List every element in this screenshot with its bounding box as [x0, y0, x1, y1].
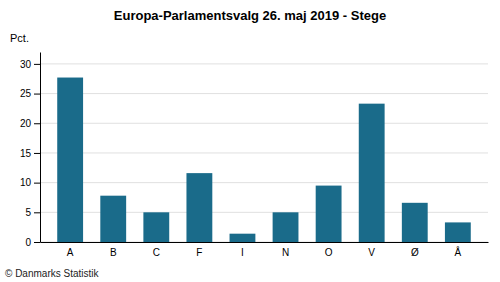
y-tick: 5: [25, 207, 40, 218]
tick-mark: [34, 212, 40, 213]
x-tick: Ø: [411, 242, 419, 258]
x-tick: Å: [455, 242, 462, 258]
x-tick: F: [196, 242, 202, 258]
bar: [359, 104, 385, 242]
bar: [316, 186, 342, 242]
tick-label: Ø: [411, 247, 419, 258]
y-tick: 15: [20, 148, 40, 159]
tick-label: 25: [20, 88, 32, 99]
x-tick: I: [241, 242, 244, 258]
tick-label: 0: [25, 237, 31, 248]
chart-container: 0 5 10 15 20 25 30 A B C F I N O V Ø Å Europa-Parlamentsv…: [0, 0, 500, 282]
tick-label: I: [241, 247, 244, 258]
y-axis: 0 5 10 15 20 25 30: [20, 53, 41, 248]
tick-mark: [34, 183, 40, 184]
y-tick: 10: [20, 177, 40, 188]
y-tick: 30: [20, 59, 40, 70]
chart: 0 5 10 15 20 25 30 A B C F I N O V Ø Å Europa-Parlamentsv…: [0, 0, 500, 282]
grid-line: [40, 182, 488, 183]
x-tick: V: [368, 242, 375, 258]
y-tick: 0: [25, 237, 40, 248]
tick-label: O: [325, 247, 333, 258]
tick-label: 20: [20, 118, 32, 129]
axis-line: [41, 242, 489, 243]
tick-label: C: [153, 247, 160, 258]
tick-label: 15: [20, 148, 32, 159]
y-label: Pct.: [10, 32, 29, 44]
bars: [57, 78, 471, 242]
axis-line: [40, 53, 41, 243]
x-tick: B: [110, 242, 117, 258]
tick-label: F: [196, 247, 202, 258]
x-tick: C: [153, 242, 160, 258]
grid-line: [40, 152, 488, 153]
tick-label: Å: [455, 246, 462, 258]
y-tick: 25: [20, 88, 40, 99]
tick-mark: [34, 64, 40, 65]
grid-line: [40, 123, 488, 124]
bar: [273, 212, 299, 242]
tick-mark: [34, 242, 40, 243]
bar: [57, 78, 83, 242]
bar: [143, 212, 169, 242]
tick-label: 30: [20, 59, 32, 70]
bar: [186, 173, 212, 242]
bar: [100, 196, 126, 242]
grid-line: [40, 93, 488, 94]
tick-label: N: [282, 247, 289, 258]
tick-mark: [34, 94, 40, 95]
bar: [230, 234, 256, 242]
x-tick: N: [282, 242, 289, 258]
x-axis: ABCFINOVØÅ: [41, 242, 489, 258]
title: Europa-Parlamentsvalg 26. maj 2019 - Ste…: [114, 8, 386, 23]
tick-label: 10: [20, 177, 32, 188]
tick-label: V: [368, 247, 375, 258]
bar: [445, 222, 471, 242]
footer: © Danmarks Statistik: [5, 268, 100, 279]
tick-label: 5: [25, 207, 31, 218]
grid: [40, 64, 488, 242]
tick-mark: [34, 123, 40, 124]
x-tick: O: [325, 242, 333, 258]
tick-label: B: [110, 247, 117, 258]
bar: [402, 203, 428, 242]
tick-label: A: [67, 247, 74, 258]
tick-mark: [34, 153, 40, 154]
grid-line: [40, 63, 488, 64]
y-tick: 20: [20, 118, 40, 129]
x-tick: A: [67, 242, 74, 258]
